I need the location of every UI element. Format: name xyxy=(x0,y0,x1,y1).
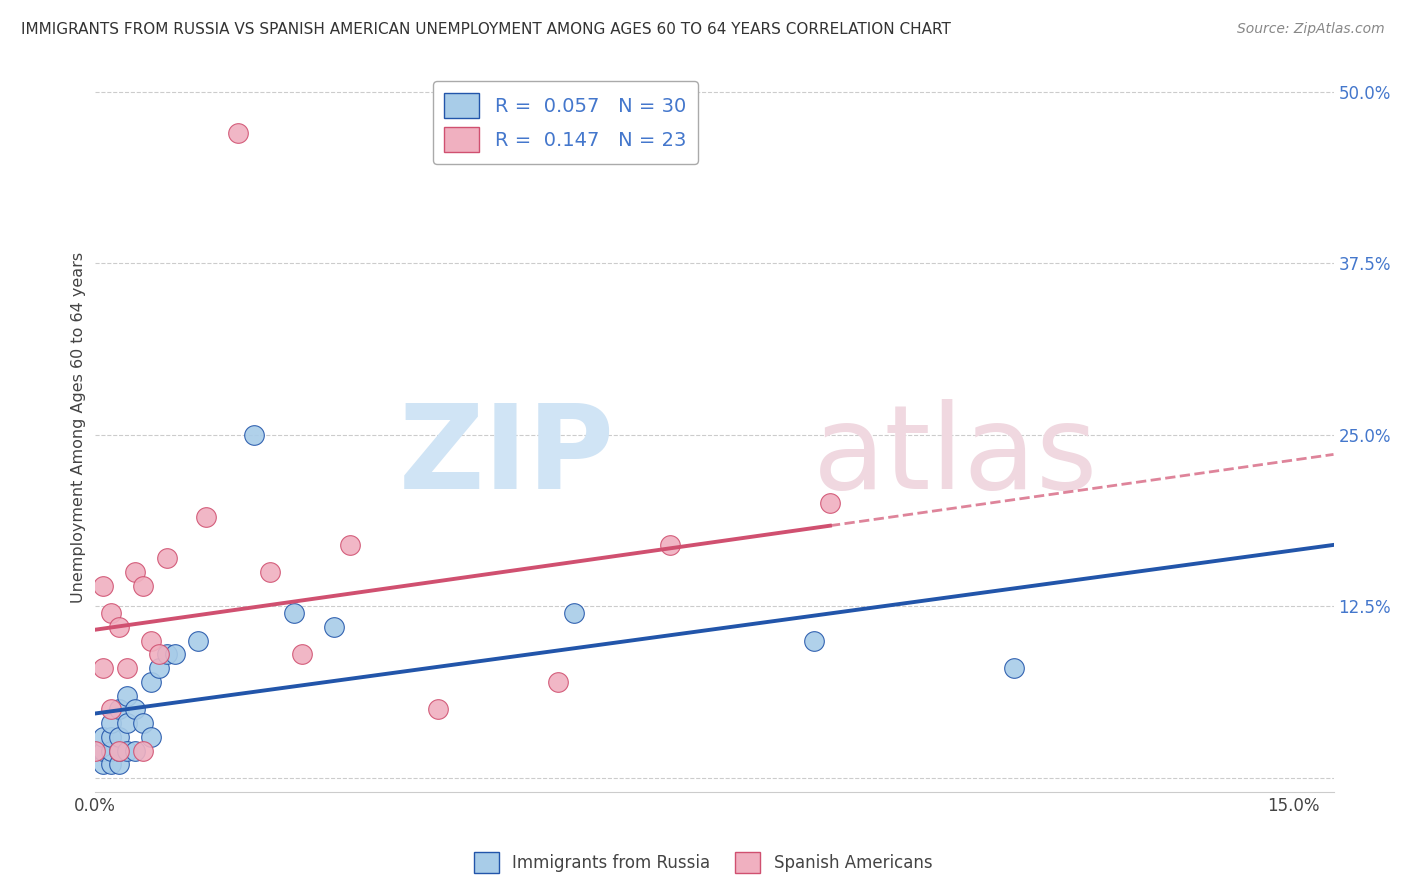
Text: atlas: atlas xyxy=(813,400,1098,515)
Point xyxy=(100,606,122,620)
Text: ZIP: ZIP xyxy=(399,400,614,515)
Point xyxy=(91,757,114,772)
Point xyxy=(91,730,114,744)
Point xyxy=(107,757,129,772)
Point xyxy=(155,551,177,566)
Point xyxy=(107,730,129,744)
Point xyxy=(100,716,122,731)
Point xyxy=(243,427,266,442)
Point xyxy=(115,743,138,757)
Point xyxy=(291,648,314,662)
Point xyxy=(124,702,146,716)
Point xyxy=(91,743,114,757)
Point xyxy=(100,730,122,744)
Legend: Immigrants from Russia, Spanish Americans: Immigrants from Russia, Spanish American… xyxy=(467,846,939,880)
Point xyxy=(155,648,177,662)
Point xyxy=(187,633,209,648)
Point xyxy=(107,743,129,757)
Point xyxy=(91,579,114,593)
Point xyxy=(107,620,129,634)
Point xyxy=(131,716,153,731)
Point xyxy=(148,661,170,675)
Point xyxy=(283,606,305,620)
Point xyxy=(115,689,138,703)
Point xyxy=(803,633,825,648)
Point xyxy=(163,648,186,662)
Point xyxy=(124,743,146,757)
Point xyxy=(100,743,122,757)
Point xyxy=(339,538,361,552)
Text: IMMIGRANTS FROM RUSSIA VS SPANISH AMERICAN UNEMPLOYMENT AMONG AGES 60 TO 64 YEAR: IMMIGRANTS FROM RUSSIA VS SPANISH AMERIC… xyxy=(21,22,950,37)
Point xyxy=(1002,661,1025,675)
Point xyxy=(124,565,146,579)
Y-axis label: Unemployment Among Ages 60 to 64 years: Unemployment Among Ages 60 to 64 years xyxy=(72,252,86,604)
Point xyxy=(195,510,218,524)
Point xyxy=(659,538,682,552)
Point xyxy=(818,496,841,510)
Point xyxy=(139,730,162,744)
Point xyxy=(107,743,129,757)
Legend: R =  0.057   N = 30, R =  0.147   N = 23: R = 0.057 N = 30, R = 0.147 N = 23 xyxy=(433,81,697,164)
Point xyxy=(323,620,346,634)
Point xyxy=(107,702,129,716)
Point xyxy=(139,674,162,689)
Point xyxy=(83,743,105,757)
Text: Source: ZipAtlas.com: Source: ZipAtlas.com xyxy=(1237,22,1385,37)
Point xyxy=(91,661,114,675)
Point xyxy=(139,633,162,648)
Point xyxy=(427,702,450,716)
Point xyxy=(100,757,122,772)
Point xyxy=(547,674,569,689)
Point xyxy=(115,716,138,731)
Point xyxy=(228,126,250,140)
Point xyxy=(83,743,105,757)
Point xyxy=(259,565,281,579)
Point xyxy=(562,606,585,620)
Point xyxy=(131,579,153,593)
Point xyxy=(115,661,138,675)
Point xyxy=(100,702,122,716)
Point xyxy=(148,648,170,662)
Point xyxy=(131,743,153,757)
